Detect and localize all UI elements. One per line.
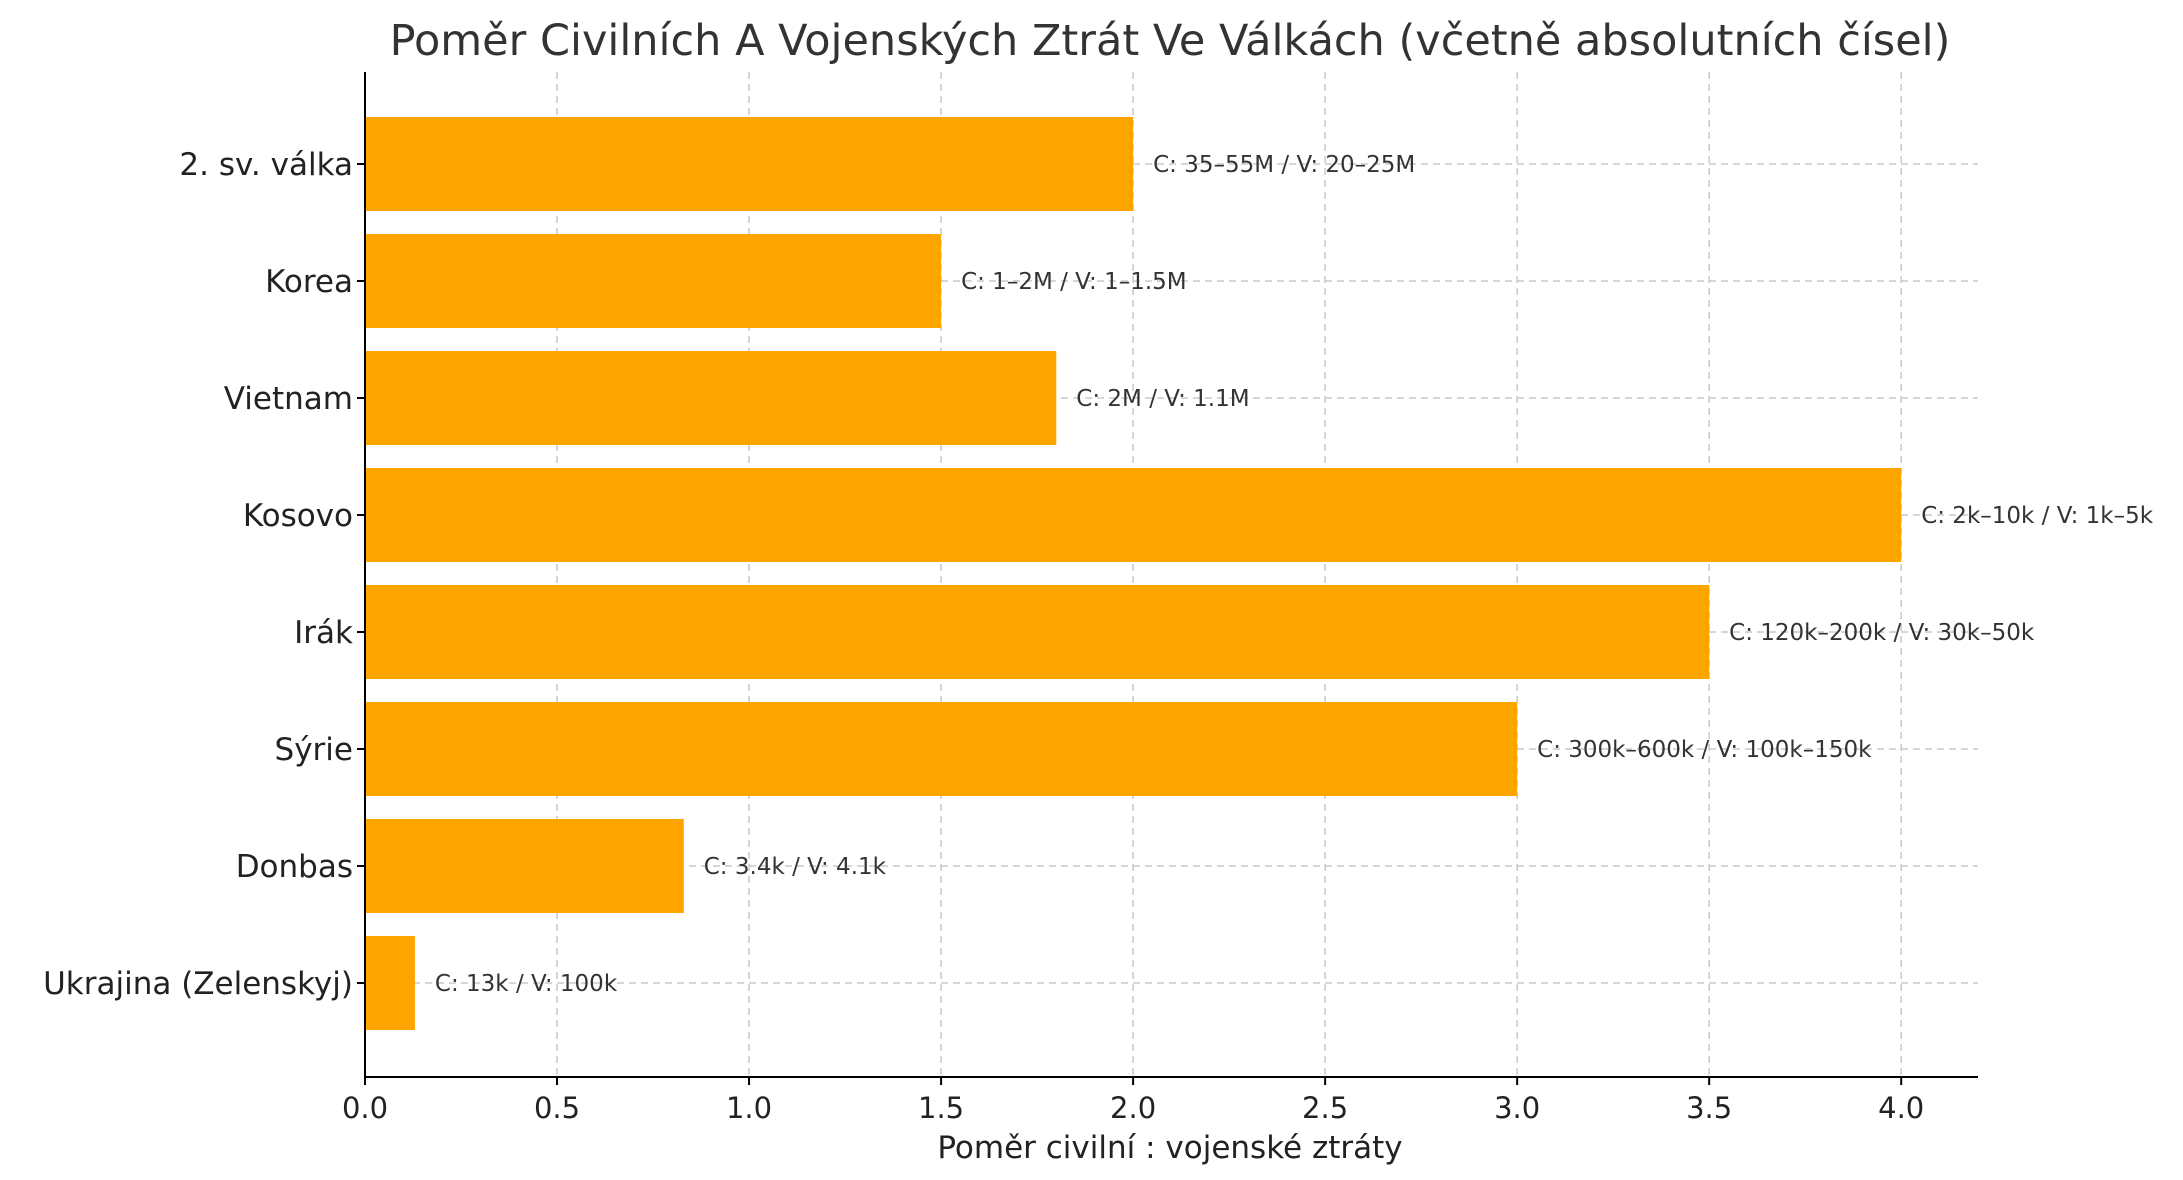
x-tick-label: 0.5 bbox=[534, 1091, 580, 1125]
x-tick-label: 2.5 bbox=[1302, 1091, 1348, 1125]
bar bbox=[365, 585, 1710, 679]
grid-lines bbox=[364, 72, 1978, 1077]
category-label: Kosovo bbox=[243, 498, 353, 534]
category-label: Irák bbox=[294, 615, 353, 651]
bar-value-label: C: 1–2M / V: 1–1.5M bbox=[961, 269, 1187, 295]
x-tick-label: 4.0 bbox=[1878, 1091, 1924, 1125]
x-tick-labels: 0.0 0.5 1.0 1.5 2.0 2.5 3.0 3.5 4.0 bbox=[342, 1077, 1924, 1125]
bar-value-label: C: 2k–10k / V: 1k–5k bbox=[1921, 503, 2154, 529]
x-axis-label: Poměr civilní : vojenské ztráty bbox=[937, 1130, 1402, 1166]
category-labels: 2. sv. válka Korea Vietnam Kosovo Irák Sýrie D… bbox=[43, 147, 365, 1002]
category-label: Ukrajina (Zelenskyj) bbox=[43, 966, 353, 1002]
bar-value-label: C: 2M / V: 1.1M bbox=[1076, 386, 1249, 412]
x-tick-label: 0.0 bbox=[342, 1091, 388, 1125]
bar bbox=[365, 702, 1518, 796]
bar bbox=[365, 936, 415, 1030]
bar bbox=[365, 234, 942, 328]
bar-value-label: C: 120k–200k / V: 30k–50k bbox=[1729, 620, 2035, 646]
bar-value-label: C: 35–55M / V: 20–25M bbox=[1153, 152, 1415, 178]
bars bbox=[365, 117, 1902, 1030]
x-tick-label: 1.0 bbox=[726, 1091, 772, 1125]
bar bbox=[365, 117, 1134, 211]
x-tick-label: 2.0 bbox=[1110, 1091, 1156, 1125]
category-label: 2. sv. válka bbox=[179, 147, 353, 183]
x-tick-label: 1.5 bbox=[918, 1091, 964, 1125]
bar bbox=[365, 351, 1057, 445]
x-tick-label: 3.5 bbox=[1686, 1091, 1732, 1125]
chart-title: Poměr Civilních A Vojenských Ztrát Ve Vá… bbox=[390, 16, 1951, 66]
bar bbox=[365, 468, 1902, 562]
bar-value-label: C: 3.4k / V: 4.1k bbox=[704, 854, 887, 880]
bar-value-label: C: 13k / V: 100k bbox=[435, 971, 618, 997]
bar-value-label: C: 300k–600k / V: 100k–150k bbox=[1537, 737, 1872, 763]
category-label: Donbas bbox=[236, 849, 353, 885]
bar bbox=[365, 819, 684, 913]
category-label: Vietnam bbox=[224, 381, 353, 417]
category-label: Sýrie bbox=[275, 732, 353, 768]
category-label: Korea bbox=[265, 264, 353, 300]
data-labels: C: 35–55M / V: 20–25M C: 1–2M / V: 1–1.5M… bbox=[435, 152, 2154, 997]
x-tick-label: 3.0 bbox=[1494, 1091, 1540, 1125]
